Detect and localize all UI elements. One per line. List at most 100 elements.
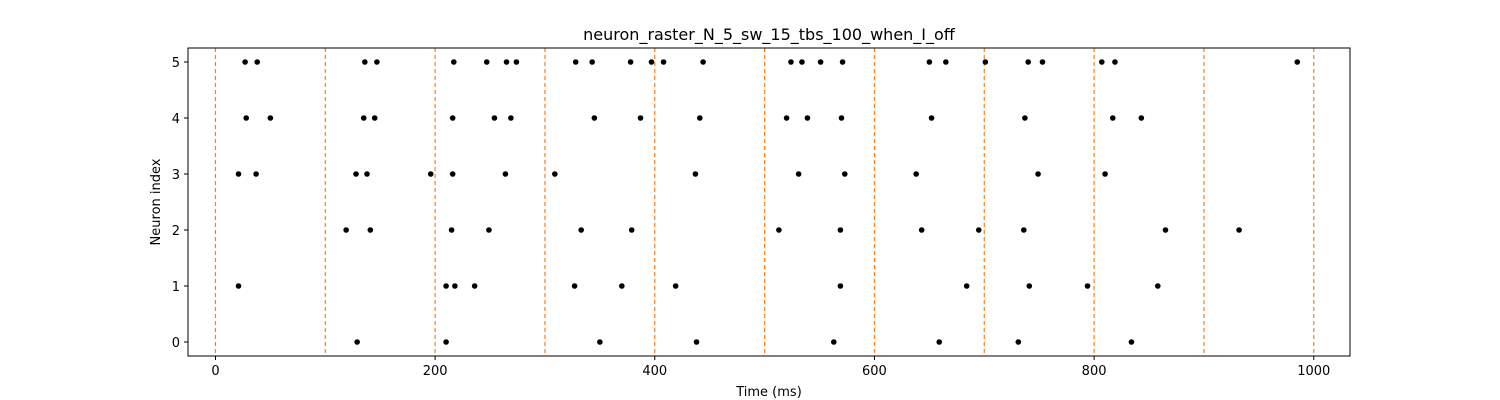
y-tick-label: 4 — [172, 112, 180, 127]
spike-point — [1112, 59, 1118, 65]
y-tick-label: 1 — [172, 280, 180, 295]
spike-point — [502, 171, 509, 177]
spike-point — [975, 227, 982, 233]
spike-point — [364, 171, 370, 177]
spike-point — [963, 283, 970, 289]
spike-point — [354, 339, 360, 345]
x-tick-label: 1000 — [1297, 364, 1330, 379]
spike-point — [1022, 115, 1028, 121]
spike-point — [597, 339, 603, 345]
spike-point — [637, 115, 644, 121]
y-tick-label: 5 — [172, 56, 180, 71]
spike-point — [572, 59, 579, 65]
spike-point — [776, 227, 782, 233]
spike-point — [628, 227, 635, 233]
spike-point — [1025, 59, 1031, 65]
spike-point — [627, 59, 634, 65]
x-axis-label: Time (ms) — [735, 385, 802, 400]
chart-title: neuron_raster_N_5_sw_15_tbs_100_when_I_o… — [583, 25, 956, 45]
x-tick-label: 600 — [862, 364, 887, 379]
spike-point — [837, 283, 844, 289]
spike-point — [1128, 339, 1135, 345]
spike-point — [1084, 283, 1091, 289]
spike-point — [838, 115, 845, 121]
spike-point — [1039, 59, 1046, 65]
spike-point — [267, 115, 274, 121]
spike-point — [693, 339, 700, 345]
spike-point — [243, 115, 250, 121]
spike-point — [254, 59, 260, 65]
spike-point — [913, 171, 919, 177]
spike-point — [427, 171, 434, 177]
spike-point — [503, 59, 510, 65]
spike-point — [253, 171, 259, 177]
spike-point — [783, 115, 790, 121]
spike-point — [1035, 171, 1041, 177]
spike-point — [448, 227, 455, 233]
spike-point — [619, 283, 625, 289]
spike-point — [353, 171, 359, 177]
spike-point — [242, 59, 248, 65]
spike-point — [235, 171, 242, 177]
spike-point — [1236, 227, 1242, 233]
y-tick-label: 3 — [172, 168, 180, 183]
spike-point — [788, 59, 794, 65]
y-axis-ticks: 0 1 2 3 4 5 — [172, 56, 188, 351]
spike-point — [443, 339, 449, 345]
spike-point — [1294, 59, 1301, 65]
spike-point — [672, 283, 679, 289]
spike-point — [839, 59, 846, 65]
spike-point — [936, 339, 943, 345]
y-tick-label: 2 — [172, 224, 180, 239]
x-tick-label: 200 — [423, 364, 448, 379]
spike-point — [589, 59, 595, 65]
spike-point — [830, 339, 837, 345]
spike-point — [926, 59, 933, 65]
boundary-lines — [214, 48, 1315, 356]
spike-point — [508, 115, 514, 121]
spike-point — [471, 283, 478, 289]
spike-point — [692, 171, 699, 177]
spike-point — [841, 171, 848, 177]
spike-point — [491, 115, 498, 121]
spike-point — [374, 59, 380, 65]
spike-point — [1098, 59, 1105, 65]
spike-point — [578, 227, 584, 233]
x-tick-label: 0 — [211, 364, 219, 379]
x-axis-ticks: 0 200 400 600 800 1000 — [211, 356, 1330, 379]
spike-point — [367, 227, 374, 233]
spike-points — [235, 59, 1301, 345]
spike-point — [362, 59, 368, 65]
spike-point — [918, 227, 925, 233]
spike-point — [1154, 283, 1161, 289]
spike-point — [513, 59, 520, 65]
spike-point — [1162, 227, 1169, 233]
y-tick-label: 0 — [172, 336, 180, 351]
y-axis-label: Neuron index — [149, 158, 164, 245]
spike-point — [343, 227, 349, 233]
spike-point — [452, 283, 458, 289]
plot-frame — [187, 47, 1351, 357]
spike-point — [1109, 115, 1116, 121]
spike-point — [552, 171, 558, 177]
spike-point — [571, 283, 578, 289]
spike-point — [648, 59, 655, 65]
spike-point — [483, 59, 490, 65]
spike-point — [795, 171, 802, 177]
spike-point — [700, 59, 706, 65]
spike-point — [449, 171, 456, 177]
spike-point — [591, 115, 598, 121]
spike-point — [371, 115, 378, 121]
spike-point — [449, 115, 456, 121]
spike-point — [1138, 115, 1145, 121]
x-tick-label: 800 — [1082, 364, 1107, 379]
spike-point — [1015, 339, 1022, 345]
spike-point — [697, 115, 703, 121]
x-tick-label: 400 — [642, 364, 667, 379]
spike-point — [450, 59, 457, 65]
spike-point — [943, 59, 949, 65]
spike-point — [443, 283, 449, 289]
spike-point — [486, 227, 492, 233]
spike-point — [799, 59, 805, 65]
